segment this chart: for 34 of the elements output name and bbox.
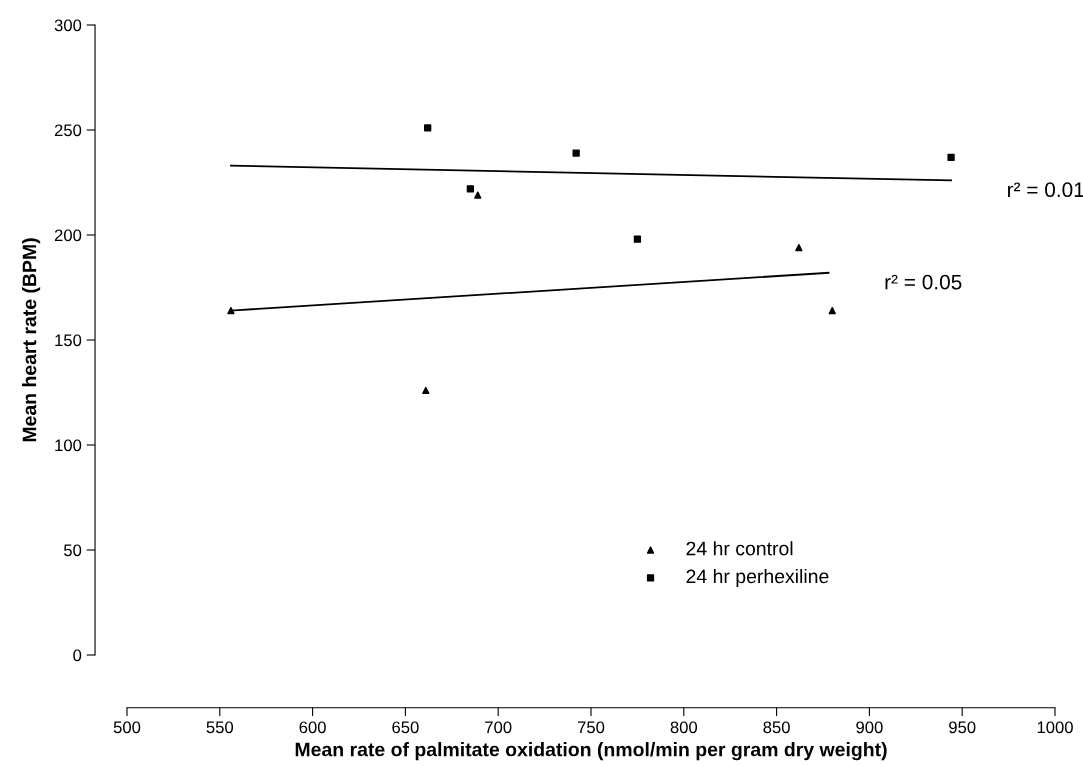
y-tick-label: 250 (54, 124, 82, 137)
y-tick-label: 200 (54, 229, 82, 242)
y-tick-label: 100 (55, 439, 82, 452)
y-tick-label: 150 (55, 334, 82, 347)
point (474, 191, 482, 199)
x-tick-label: 950 (949, 721, 976, 734)
x-tick-label: 750 (577, 721, 605, 734)
point (424, 124, 432, 132)
point (422, 386, 430, 395)
point (633, 235, 642, 243)
y-axis-title: Mean heart rate (BPM) (22, 238, 41, 442)
x-axis-title: Mean rate of palmitate oxidation (nmol/min per gram dry weight) (295, 742, 887, 761)
y-tick-label: 50 (63, 544, 82, 557)
x-tick-label: 1000 (1037, 721, 1073, 734)
x-tick-label: 700 (485, 721, 512, 734)
x-tick-label: 850 (763, 721, 790, 734)
text: r² = 0.01 (1008, 182, 1083, 198)
legend-label: 24 hr perhexiline (686, 568, 829, 588)
x-tick-label: 650 (392, 721, 419, 734)
x-tick-label: 500 (113, 721, 141, 734)
y-tick-label: 300 (54, 19, 82, 32)
point (227, 306, 235, 315)
x-tick-label: 600 (299, 721, 326, 734)
text: r² = 0.05 (885, 274, 962, 290)
point (795, 243, 803, 252)
x-tick-label: 550 (206, 721, 234, 734)
legend-label: 24 hr control (686, 541, 793, 556)
point (466, 185, 475, 193)
y-tick-label: 0 (73, 649, 82, 662)
point (828, 306, 836, 315)
point (572, 149, 580, 157)
x-tick-label: 800 (670, 721, 698, 734)
x-tick-label: 900 (856, 721, 883, 734)
point (947, 153, 955, 161)
